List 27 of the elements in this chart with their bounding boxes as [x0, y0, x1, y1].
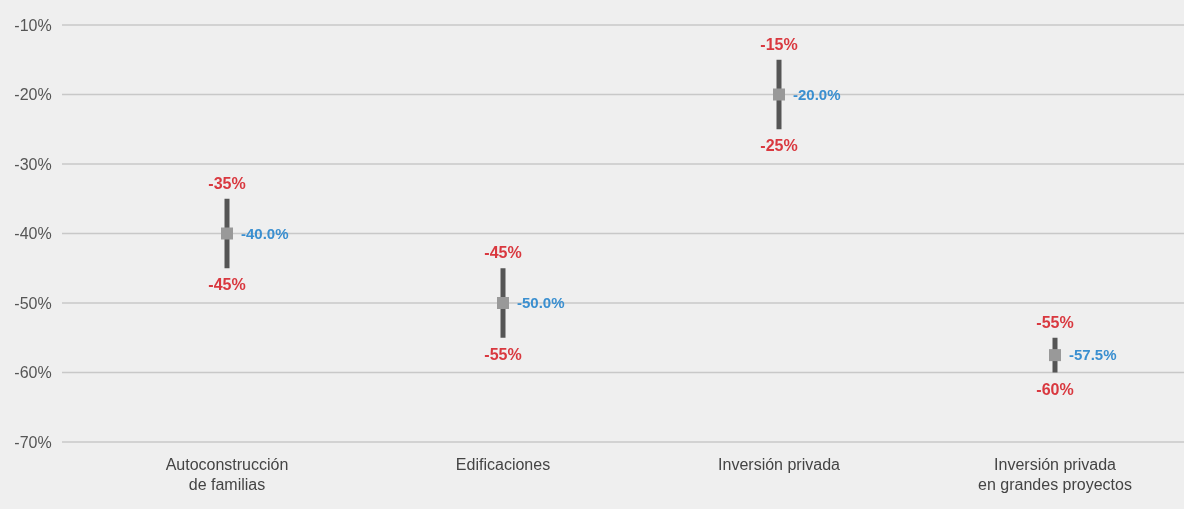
annotation: -25% — [760, 137, 798, 155]
y-tick-label: -40% — [14, 225, 52, 243]
annotation: -15% — [760, 35, 798, 53]
y-tick-label: -30% — [14, 155, 52, 173]
annotation: -55% — [1036, 313, 1074, 331]
data-label: -20.0% — [793, 85, 841, 103]
y-tick-label: -20% — [14, 86, 52, 104]
point — [221, 227, 233, 240]
annotation: -45% — [208, 276, 246, 294]
x-tick-label: Inversión privada — [718, 456, 841, 473]
x-tick-label: Autoconstrucción de familias — [165, 456, 289, 493]
point — [497, 297, 509, 309]
y-tick-label: -70% — [14, 433, 52, 451]
data-label: -57.5% — [1069, 346, 1117, 364]
data-label: -40.0% — [241, 224, 289, 242]
x-tick-label: Inversión privada en grandes proyectos — [978, 456, 1132, 493]
annotation: -45% — [484, 244, 522, 262]
point — [773, 88, 785, 101]
annotation: -35% — [208, 174, 246, 192]
y-tick-label: -50% — [14, 294, 52, 312]
annotation: -60% — [1036, 380, 1074, 398]
y-tick-label: -10% — [14, 16, 52, 34]
annotation: -55% — [484, 345, 522, 363]
data-label: -50.0% — [517, 294, 565, 312]
y-tick-label: -60% — [14, 364, 52, 382]
point — [1049, 349, 1061, 362]
x-tick-label: Edificaciones — [455, 456, 551, 473]
